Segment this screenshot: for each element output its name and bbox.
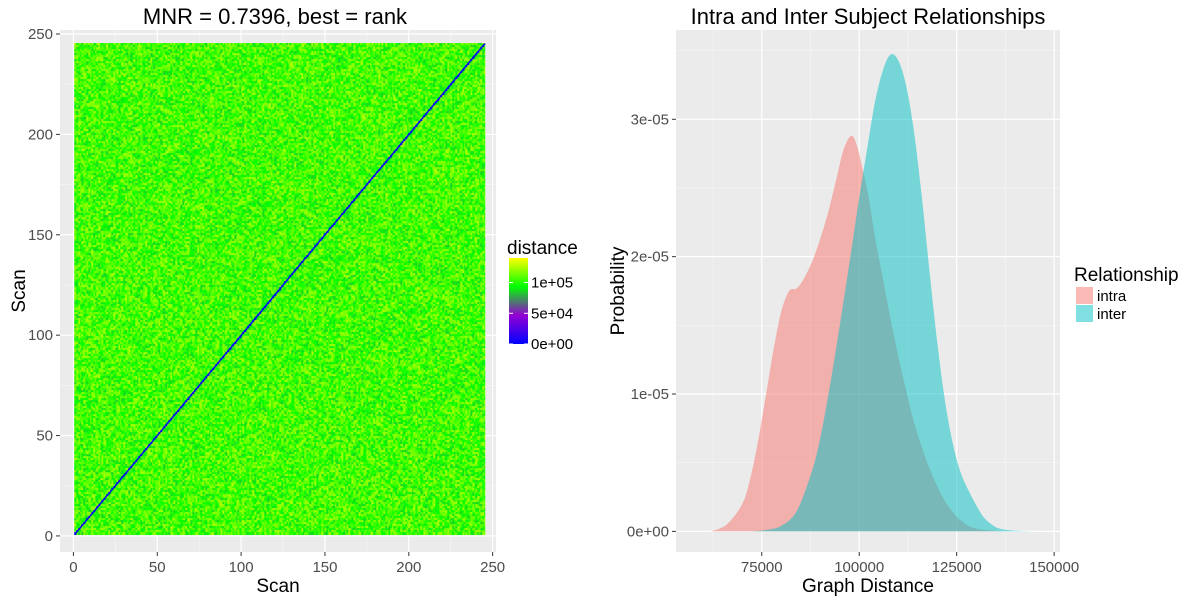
y-tick-label: 2e-05 — [631, 249, 669, 266]
y-axis-title: Scan — [9, 269, 30, 312]
colorbar-label: 0e+00 — [531, 336, 573, 353]
legend-key-inter — [1076, 305, 1093, 322]
density-title: Intra and Inter Subject Relationships — [690, 4, 1046, 29]
legend-title: Relationship — [1074, 265, 1179, 286]
heatmap-svg: 0 50 100 150 200 250 0 50 100 150 200 250 Scan Scan di… — [9, 26, 578, 597]
x-axis-title: Graph Distance — [802, 576, 934, 597]
y-tick-label: 100 — [28, 327, 53, 344]
y-tick-label: 3e-05 — [631, 111, 669, 128]
x-tick-label: 200 — [396, 559, 421, 576]
y-tick-label: 0e+00 — [627, 523, 669, 540]
y-tick-label: 0 — [45, 528, 53, 545]
density-svg: 75000 100000 125000 150000 0e+00 1e-05 2e-05 3e… — [608, 30, 1179, 597]
y-tick-label: 200 — [28, 126, 53, 143]
x-tick-label: 100 — [229, 559, 254, 576]
heatmap-title: MNR = 0.7396, best = rank — [142, 4, 408, 29]
y-axis-title: Probability — [608, 246, 629, 335]
y-tick-label: 1e-05 — [631, 386, 669, 403]
legend-label-inter: inter — [1097, 306, 1126, 323]
x-tick-label: 100000 — [834, 559, 884, 576]
y-tick-label: 150 — [28, 227, 53, 244]
legend-title: distance — [507, 238, 578, 259]
x-axis-title: Scan — [256, 576, 299, 597]
density-area-inter — [750, 54, 1035, 532]
density-panel: 75000 100000 125000 150000 0e+00 1e-05 2e-05 3e… — [600, 0, 1200, 600]
legend-label-intra: intra — [1097, 288, 1127, 305]
x-tick-label: 75000 — [741, 559, 783, 576]
colorbar-label: 1e+05 — [531, 275, 573, 292]
colorbar — [509, 258, 528, 344]
x-tick-label: 125000 — [932, 559, 982, 576]
x-tick-label: 0 — [69, 559, 77, 576]
heatmap-diagonal — [74, 43, 485, 535]
colorbar-label: 5e+04 — [531, 305, 573, 322]
x-tick-label: 150 — [312, 559, 337, 576]
x-tick-label: 250 — [480, 559, 505, 576]
heatmap-panel: 0 50 100 150 200 250 0 50 100 150 200 250 Scan Scan di… — [9, 4, 578, 597]
y-tick-label: 50 — [36, 428, 53, 445]
x-tick-label: 50 — [149, 559, 166, 576]
x-tick-label: 150000 — [1029, 559, 1079, 576]
y-tick-label: 250 — [28, 26, 53, 43]
legend-key-intra — [1076, 287, 1093, 304]
